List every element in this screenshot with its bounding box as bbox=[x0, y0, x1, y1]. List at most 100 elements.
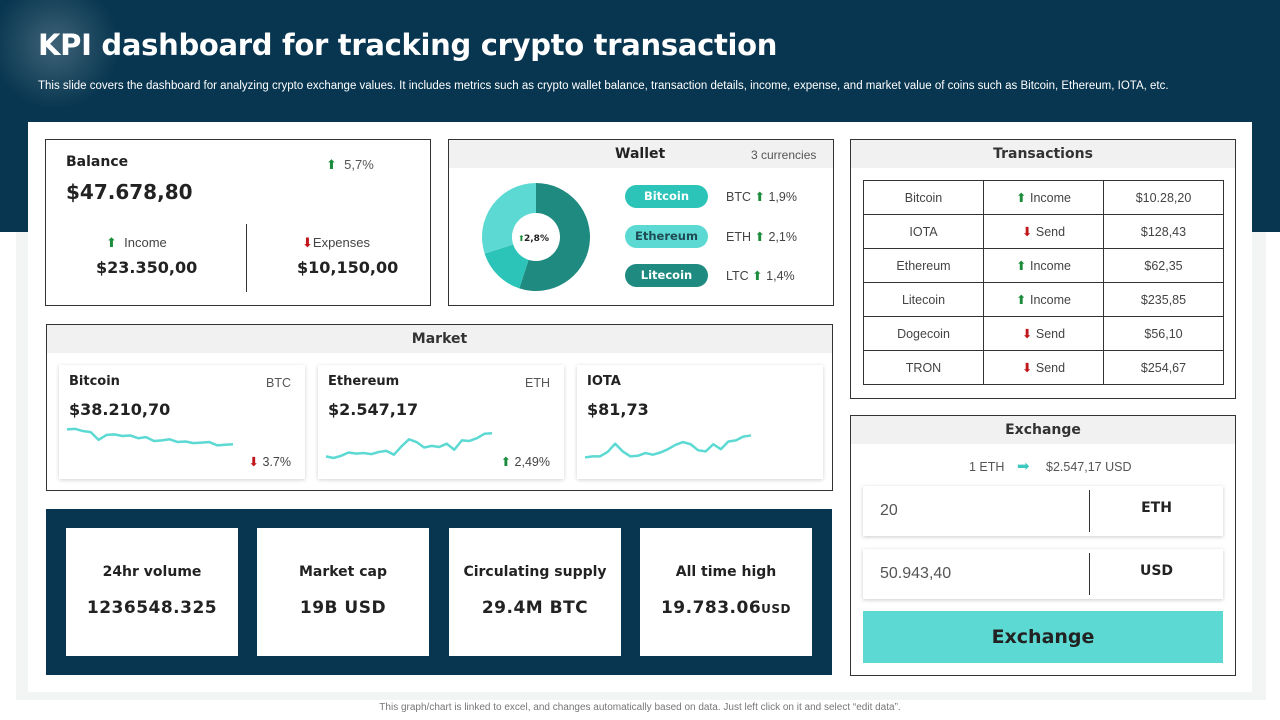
stat-value: 29.4M BTC bbox=[449, 598, 621, 618]
table-row: IOTA ⬇ Send $128,43 bbox=[863, 214, 1224, 249]
amount-input[interactable]: 20 ETH bbox=[863, 486, 1223, 536]
table-row: Litecoin ⬆ Income $235,85 bbox=[863, 282, 1224, 317]
market-card-iota: IOTA $81,73 bbox=[577, 365, 823, 479]
tx-type-label: Income bbox=[1029, 191, 1071, 205]
result-value: 50.943,40 bbox=[880, 565, 952, 582]
market-title: Market bbox=[47, 325, 832, 353]
market-coin-change-value: 2,49% bbox=[514, 455, 550, 469]
tx-type-label: Send bbox=[1035, 327, 1066, 341]
stat-label: Market cap bbox=[298, 564, 388, 580]
amount-value: 20 bbox=[880, 502, 898, 519]
wallet-coin-ethereum: Ethereum bbox=[625, 225, 708, 248]
wallet-panel: Wallet 3 currencies ⬆ 2,8% Bitcoin BTC ⬆ 1… bbox=[448, 139, 834, 306]
tx-amount: $128,43 bbox=[1103, 214, 1224, 249]
table-row: Bitcoin ⬆ Income $10.28,20 bbox=[863, 180, 1224, 215]
market-sparkline bbox=[325, 432, 493, 460]
market-coin-value: $2.547,17 bbox=[328, 400, 419, 419]
market-coin-change-value: 3.7% bbox=[262, 455, 292, 469]
wallet-currency-count: 3 currencies bbox=[751, 148, 817, 162]
table-row: Ethereum ⬆ Income $62,35 bbox=[863, 248, 1224, 283]
expenses-label-text: Expenses bbox=[312, 235, 370, 250]
arrow-down-icon: ⬇ bbox=[302, 235, 313, 250]
stat-card: Market cap 19B USD bbox=[257, 528, 429, 656]
tx-type-label: Income bbox=[1029, 293, 1071, 307]
arrow-down-icon: ⬇ bbox=[1021, 361, 1033, 375]
market-coin-code: BTC bbox=[266, 376, 291, 390]
donut-center-label: 2,8% bbox=[524, 234, 549, 244]
market-card-ethereum: Ethereum ETH $2.547,17 ⬆ 2,49% bbox=[318, 365, 564, 479]
wallet-coin-change: LTC ⬆ 1,4% bbox=[726, 268, 795, 283]
balance-title: Balance bbox=[66, 154, 129, 170]
market-coin-name: Bitcoin bbox=[69, 374, 120, 389]
wallet-coin-change-value: 1,4% bbox=[766, 269, 795, 283]
stat-card: 24hr volume 1236548.325 bbox=[66, 528, 238, 656]
transactions-title: Transactions bbox=[851, 140, 1235, 168]
wallet-coin-litecoin: Litecoin bbox=[625, 264, 708, 287]
result-currency-select[interactable]: USD bbox=[1139, 563, 1174, 579]
amount-currency-select[interactable]: ETH bbox=[1141, 500, 1172, 516]
arrow-up-icon: ⬆ bbox=[1016, 293, 1027, 307]
arrow-up-icon: ⬆ bbox=[106, 235, 117, 250]
tx-type-label: Send bbox=[1035, 361, 1066, 375]
tx-coin: IOTA bbox=[863, 214, 984, 249]
wallet-coin-change: BTC ⬆ 1,9% bbox=[726, 189, 797, 204]
tx-type: ⬇ Send bbox=[983, 316, 1104, 351]
tx-coin: TRON bbox=[863, 350, 984, 385]
transactions-panel: Transactions Bitcoin ⬆ Income $10.28,20 IOT… bbox=[850, 139, 1236, 399]
arrow-up-icon: ⬆ bbox=[326, 157, 337, 172]
balance-panel: Balance ⬆ 5,7% $47.678,80 ⬆ Income $23.3… bbox=[45, 139, 431, 306]
exchange-button[interactable]: Exchange bbox=[863, 611, 1223, 663]
stat-label: Circulating supply bbox=[463, 564, 607, 580]
donut-slice-bitcoin bbox=[519, 183, 590, 291]
market-coin-name: IOTA bbox=[587, 374, 621, 389]
tx-amount: $62,35 bbox=[1103, 248, 1224, 283]
exchange-panel: Exchange 1 ETH ➡ $2.547,17 USD 20 ETH 50… bbox=[850, 415, 1236, 676]
market-coin-name: Ethereum bbox=[328, 374, 400, 389]
donut-slice-ethereum bbox=[484, 244, 529, 289]
market-card-bitcoin: Bitcoin BTC $38.210,70 ⬇ 3.7% bbox=[59, 365, 305, 479]
exchange-title: Exchange bbox=[851, 416, 1235, 444]
wallet-donut-chart: ⬆ 2,8% bbox=[482, 183, 590, 291]
market-coin-code: ETH bbox=[525, 376, 550, 390]
stat-label: All time high bbox=[675, 564, 777, 580]
tx-amount: $235,85 bbox=[1103, 282, 1224, 317]
wallet-coin-bitcoin: Bitcoin bbox=[625, 185, 708, 208]
tx-coin: Ethereum bbox=[863, 248, 984, 283]
transactions-table: Bitcoin ⬆ Income $10.28,20 IOTA ⬇ Send $128,4… bbox=[863, 180, 1224, 385]
income-label-text: Income bbox=[124, 235, 167, 250]
table-row: TRON ⬇ Send $254,67 bbox=[863, 350, 1224, 385]
wallet-coin-change: ETH ⬆ 2,1% bbox=[726, 229, 797, 244]
result-field[interactable]: 50.943,40 USD bbox=[863, 549, 1223, 599]
wallet-coin-change-value: 1,9% bbox=[768, 190, 797, 204]
stat-card: All time high 19.783.06USD bbox=[640, 528, 812, 656]
arrow-up-icon: ⬆ bbox=[500, 455, 512, 469]
footnote: This graph/chart is linked to excel, and… bbox=[379, 702, 901, 713]
stat-value: 19.783.06USD bbox=[640, 598, 812, 618]
amount-separator bbox=[1089, 490, 1090, 532]
arrow-up-icon: ⬆ bbox=[754, 230, 765, 244]
arrow-down-icon: ⬇ bbox=[248, 455, 260, 469]
expenses-value: $10,150,00 bbox=[297, 258, 399, 277]
page-title: KPI dashboard for tracking crypto transa… bbox=[38, 28, 778, 62]
tx-type-label: Send bbox=[1035, 225, 1066, 239]
tx-amount: $56,10 bbox=[1103, 316, 1224, 351]
tx-type: ⬆ Income bbox=[983, 180, 1104, 215]
stat-value: 19B USD bbox=[257, 598, 429, 618]
market-sparkline bbox=[584, 434, 752, 459]
result-separator bbox=[1089, 553, 1090, 595]
arrow-up-icon: ⬆ bbox=[1016, 191, 1027, 205]
rate-from: 1 ETH bbox=[969, 460, 1005, 474]
tx-type: ⬆ Income bbox=[983, 248, 1104, 283]
balance-change: ⬆ 5,7% bbox=[326, 157, 374, 173]
sparkline-line bbox=[66, 427, 234, 447]
sparkline-line bbox=[325, 432, 493, 460]
arrow-up-icon: ⬆ bbox=[1016, 259, 1027, 273]
page-subtitle: This slide covers the dashboard for anal… bbox=[38, 80, 1169, 92]
wallet-coin-code: LTC bbox=[726, 269, 749, 283]
stat-value-number: 19.783.06 bbox=[660, 598, 762, 618]
rate-to: $2.547,17 USD bbox=[1046, 460, 1132, 474]
tx-type-label: Income bbox=[1029, 259, 1071, 273]
expenses-label: ⬇Expenses bbox=[302, 235, 370, 251]
market-sparkline bbox=[66, 427, 234, 447]
stat-value-unit: USD bbox=[761, 602, 792, 616]
